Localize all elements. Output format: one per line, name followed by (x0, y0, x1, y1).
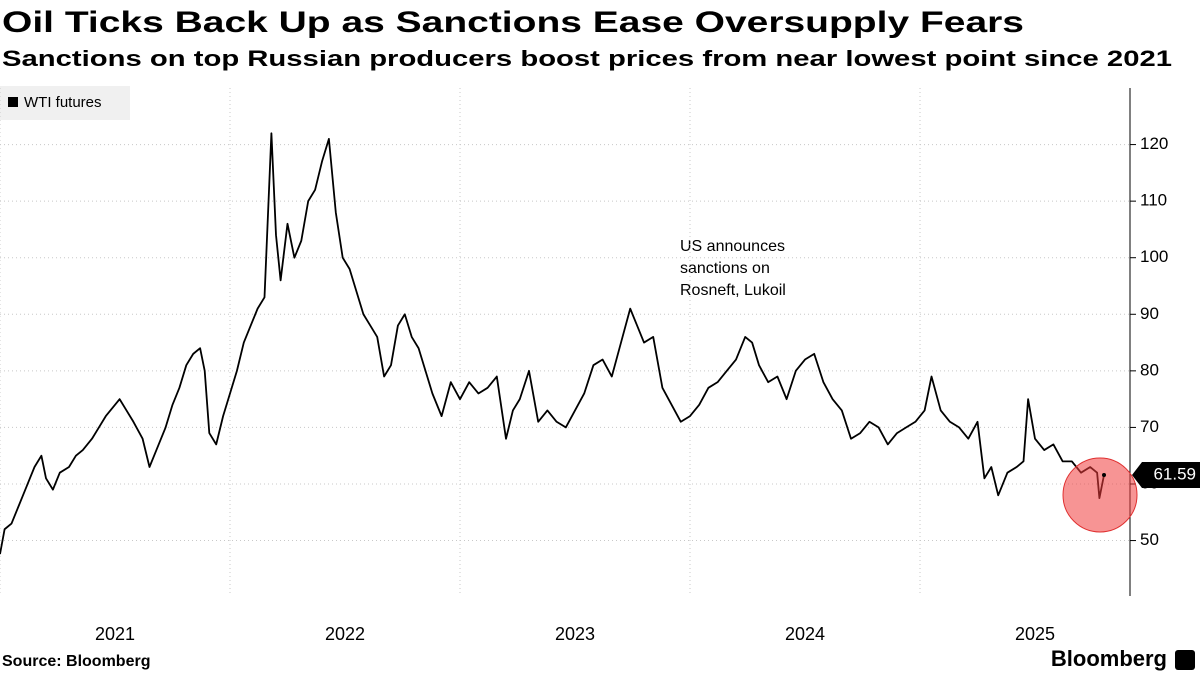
price-line (0, 132, 1105, 555)
x-tick-label: 2022 (325, 624, 365, 644)
y-tick-label: 120 (1140, 134, 1168, 153)
x-tick-label: 2021 (95, 624, 135, 644)
y-tick-label: 100 (1140, 247, 1168, 266)
x-tick-label: 2024 (785, 624, 825, 644)
source: Source: Bloomberg (2, 653, 150, 670)
annotation: US announces sanctions on Rosneft, Lukoil (680, 238, 786, 299)
legend: WTI futures (0, 86, 130, 120)
brand-icon (1175, 650, 1195, 670)
legend-swatch (8, 97, 18, 107)
legend-background (0, 86, 130, 120)
chart-title: Oil Ticks Back Up as Sanctions Ease Over… (2, 6, 1024, 39)
value-tag (1132, 461, 1200, 488)
legend-label: WTI futures (24, 94, 102, 111)
last-point (1102, 472, 1107, 477)
brand-logo: Bloomberg (1051, 646, 1167, 671)
highlight-circle (1062, 457, 1138, 533)
y-tick-label: 110 (1140, 191, 1167, 210)
y-tick-label: 70 (1140, 417, 1159, 436)
value-tag-label: 61.59 (1153, 464, 1196, 483)
chart-subtitle: Sanctions on top Russian producers boost… (2, 46, 1172, 71)
y-tick-label: 50 (1140, 530, 1159, 549)
y-tick-label: 80 (1140, 360, 1159, 379)
x-tick-label: 2023 (555, 624, 595, 644)
y-tick-label: 90 (1140, 304, 1159, 323)
x-tick-label: 2025 (1015, 624, 1055, 644)
